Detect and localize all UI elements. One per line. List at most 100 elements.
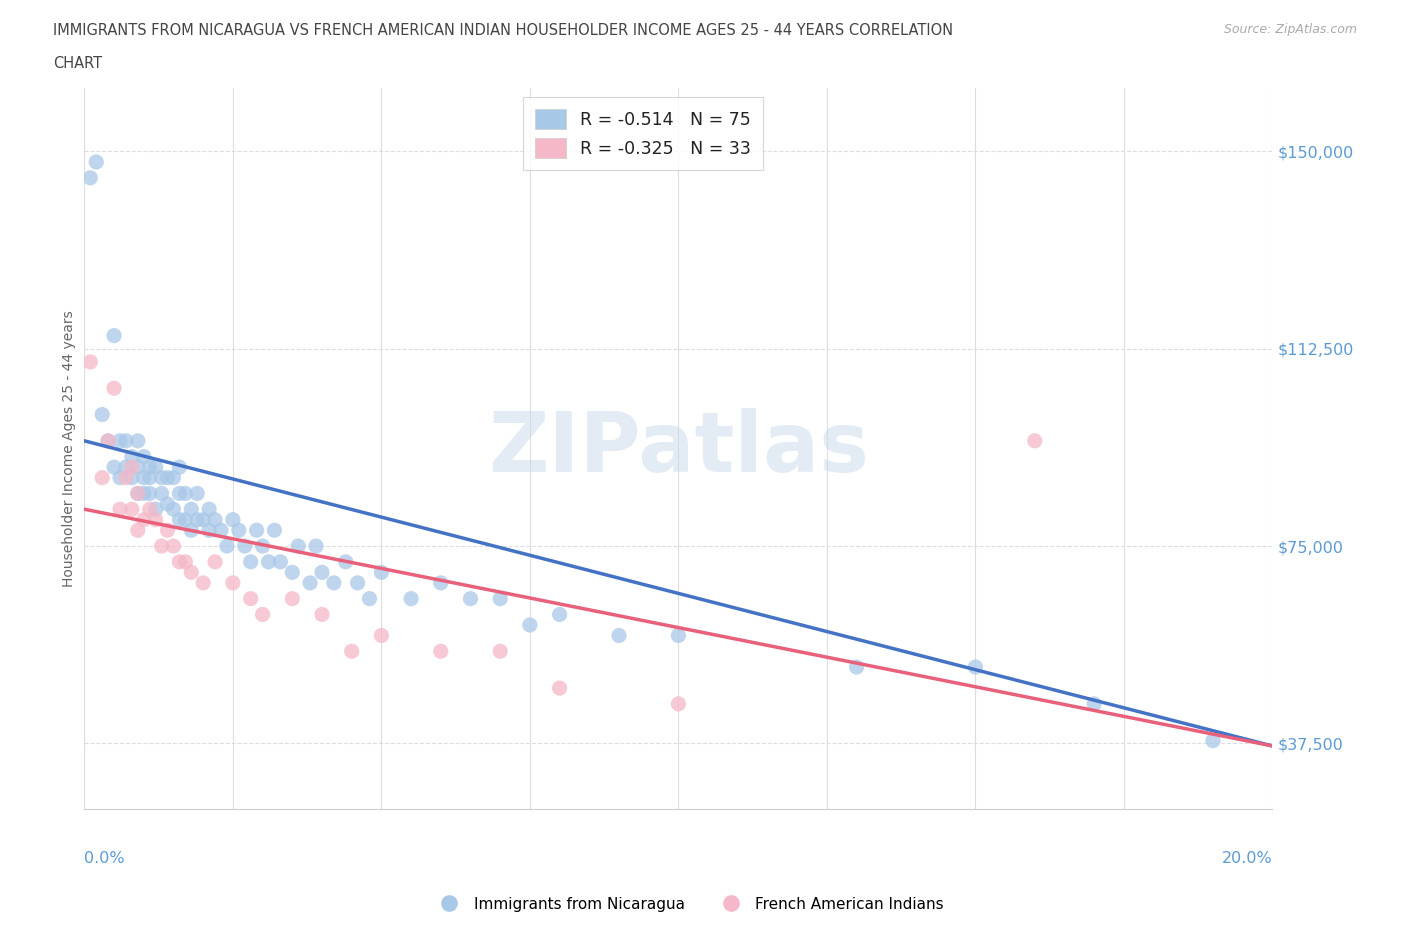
Point <box>127 433 149 448</box>
Point <box>156 497 179 512</box>
Point <box>1083 697 1105 711</box>
Point <box>322 576 344 591</box>
Text: 20.0%: 20.0% <box>1222 851 1272 866</box>
Point <box>84 154 107 169</box>
Point <box>607 628 630 643</box>
Point <box>174 486 197 501</box>
Point <box>150 471 173 485</box>
Point <box>430 644 453 658</box>
Point <box>215 538 238 553</box>
Text: IMMIGRANTS FROM NICARAGUA VS FRENCH AMERICAN INDIAN HOUSEHOLDER INCOME AGES 25 -: IMMIGRANTS FROM NICARAGUA VS FRENCH AMER… <box>53 23 953 38</box>
Point <box>239 591 262 606</box>
Point <box>519 618 541 632</box>
Point <box>305 538 328 553</box>
Point <box>204 554 226 569</box>
Point <box>150 486 173 501</box>
Point <box>103 380 125 395</box>
Point <box>150 538 173 553</box>
Point <box>239 554 262 569</box>
Point <box>132 486 155 501</box>
Point <box>965 659 987 674</box>
Point <box>246 523 269 538</box>
Point <box>103 459 125 474</box>
Point <box>103 328 125 343</box>
Point <box>97 433 120 448</box>
Point <box>548 607 571 622</box>
Point <box>228 523 250 538</box>
Point <box>548 681 571 696</box>
Point <box>252 607 274 622</box>
Point <box>180 523 202 538</box>
Point <box>222 576 245 591</box>
Point <box>668 628 690 643</box>
Point <box>127 459 149 474</box>
Point <box>222 512 245 527</box>
Point <box>156 523 179 538</box>
Point <box>169 554 191 569</box>
Point <box>370 565 392 579</box>
Point <box>198 523 221 538</box>
Point <box>108 502 131 517</box>
Point <box>162 502 184 517</box>
Point <box>233 538 256 553</box>
Text: Source: ZipAtlas.com: Source: ZipAtlas.com <box>1223 23 1357 36</box>
Point <box>281 591 304 606</box>
Point <box>359 591 381 606</box>
Point <box>115 471 138 485</box>
Point <box>311 565 333 579</box>
Point <box>340 644 363 658</box>
Point <box>180 565 202 579</box>
Point <box>845 659 868 674</box>
Point <box>145 512 167 527</box>
Point <box>121 502 143 517</box>
Point <box>489 591 512 606</box>
Point <box>162 538 184 553</box>
Point <box>156 471 179 485</box>
Point <box>668 697 690 711</box>
Point <box>127 486 149 501</box>
Point <box>281 565 304 579</box>
Point <box>79 170 101 185</box>
Point <box>252 538 274 553</box>
Legend: R = -0.514   N = 75, R = -0.325   N = 33: R = -0.514 N = 75, R = -0.325 N = 33 <box>523 97 763 170</box>
Point <box>91 471 114 485</box>
Point <box>311 607 333 622</box>
Point <box>269 554 291 569</box>
Point <box>169 459 191 474</box>
Point <box>97 433 120 448</box>
Legend: Immigrants from Nicaragua, French American Indians: Immigrants from Nicaragua, French Americ… <box>427 891 950 918</box>
Point <box>1202 733 1225 748</box>
Point <box>191 576 215 591</box>
Point <box>1024 433 1046 448</box>
Point <box>115 433 138 448</box>
Point <box>132 471 155 485</box>
Y-axis label: Householder Income Ages 25 - 44 years: Householder Income Ages 25 - 44 years <box>62 311 76 587</box>
Point <box>460 591 482 606</box>
Point <box>335 554 357 569</box>
Point <box>186 486 208 501</box>
Point <box>115 459 138 474</box>
Point <box>132 512 155 527</box>
Point <box>145 502 167 517</box>
Point <box>108 433 131 448</box>
Point <box>257 554 280 569</box>
Point <box>204 512 226 527</box>
Point <box>108 471 131 485</box>
Point <box>145 459 167 474</box>
Point <box>138 471 160 485</box>
Point <box>209 523 232 538</box>
Point <box>169 486 191 501</box>
Point <box>287 538 309 553</box>
Point <box>121 471 143 485</box>
Point <box>169 512 191 527</box>
Point <box>180 502 202 517</box>
Point <box>399 591 422 606</box>
Point <box>174 512 197 527</box>
Point <box>186 512 208 527</box>
Point <box>174 554 197 569</box>
Point <box>132 449 155 464</box>
Point <box>489 644 512 658</box>
Point <box>198 502 221 517</box>
Point <box>127 523 149 538</box>
Point <box>121 449 143 464</box>
